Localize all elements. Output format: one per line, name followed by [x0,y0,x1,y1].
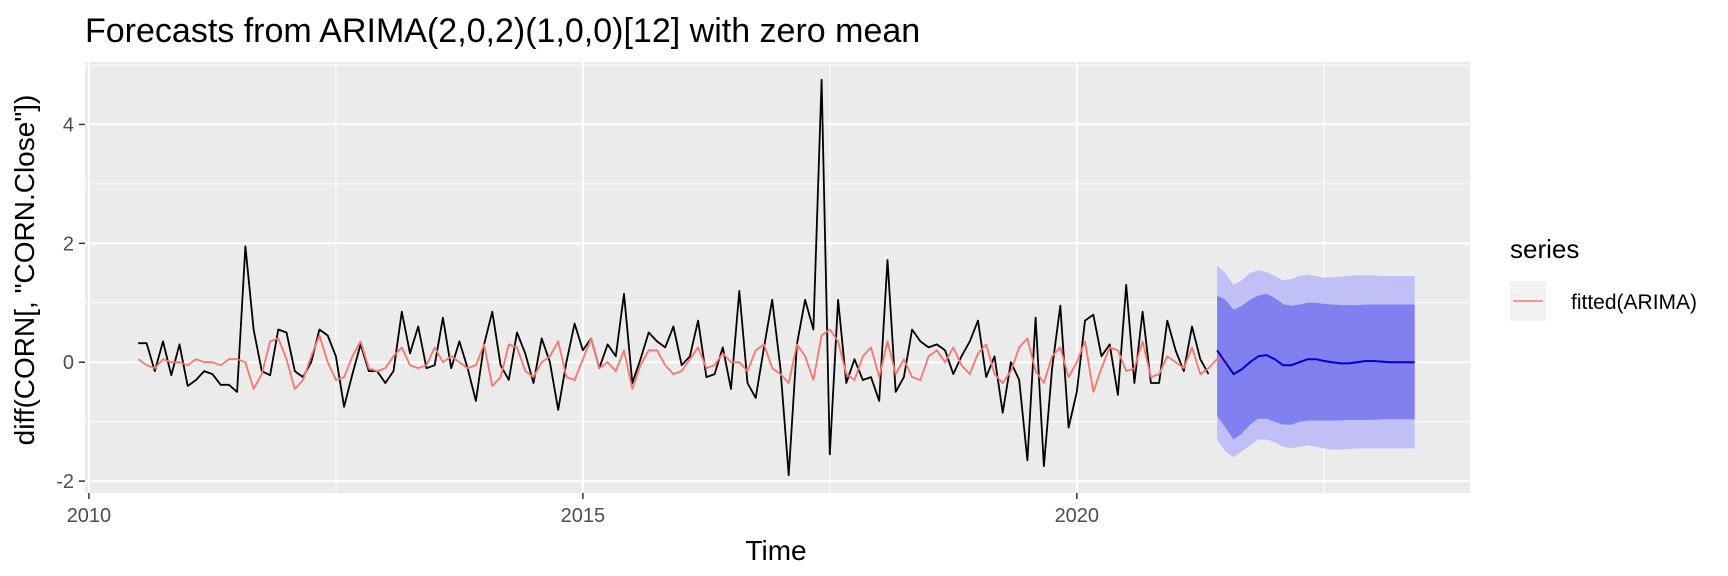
minor-gridlines [85,62,1470,493]
chart-title: Forecasts from ARIMA(2,0,2)(1,0,0)[12] w… [85,12,920,50]
axis-ticks: 2010 2015 2020 -2 0 2 4 [56,114,1099,527]
interval-80-band [1217,293,1415,440]
y-axis-title: diff(CORN[, "CORN.Close"]) [9,95,40,446]
forecast-mean-line [1216,349,1415,376]
legend-entry-fitted: fitted(ARIMA) [1571,291,1697,314]
legend-title: series [1510,234,1579,264]
legend: series fitted(ARIMA) [1510,234,1697,321]
x-axis-title: Time [745,535,806,566]
y-tick-label: -2 [56,471,74,493]
series-lines [137,78,1415,477]
y-tick-label: 0 [63,352,74,374]
fitted-series-line [137,328,1226,393]
forecast-intervals [1217,265,1415,458]
x-tick-label: 2015 [561,505,606,527]
x-tick-label: 2010 [67,505,112,527]
y-tick-label: 2 [63,233,74,255]
y-tick-label: 4 [63,114,74,136]
x-tick-label: 2020 [1055,505,1100,527]
